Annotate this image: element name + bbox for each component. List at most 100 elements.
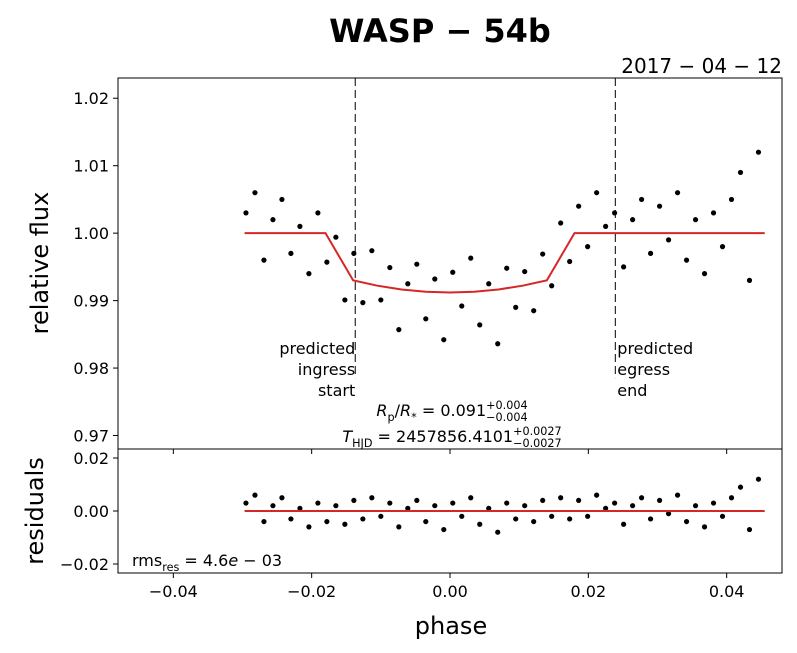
annotation-part: +0.004: [486, 399, 527, 412]
data-point: [495, 529, 501, 535]
data-point: [450, 269, 456, 275]
data-point: [594, 190, 600, 196]
y-tick-label: 1.01: [73, 157, 109, 176]
data-point: [315, 500, 321, 506]
data-point: [719, 244, 726, 250]
data-point: [342, 521, 348, 527]
data-point: [746, 526, 753, 533]
egress-label: egress: [617, 360, 670, 379]
data-point: [306, 271, 312, 277]
data-point: [243, 210, 249, 216]
data-point: [630, 217, 636, 223]
data-point: [549, 283, 555, 289]
data-point: [674, 492, 681, 498]
data-point: [549, 513, 555, 519]
y-tick-label: 1.02: [73, 89, 109, 108]
data-point: [621, 521, 627, 527]
data-point: [576, 203, 582, 209]
x-tick-label: 0.02: [571, 582, 607, 601]
chart-title: WASP − 54b: [329, 12, 551, 50]
data-point: [360, 300, 366, 306]
data-point: [558, 495, 564, 501]
data-point: [333, 503, 339, 509]
annotation: THJD = 2457856.4101+0.0027 −0.0027: [342, 425, 561, 450]
data-point: [423, 316, 429, 322]
data-point: [432, 503, 438, 509]
data-point: [728, 196, 735, 203]
data-point: [324, 259, 330, 265]
data-point: [297, 505, 303, 511]
x-tick-label: 0.00: [432, 582, 468, 601]
annotation-part: e: [228, 551, 238, 570]
data-point: [701, 524, 708, 530]
data-point: [522, 503, 528, 509]
data-point: [755, 476, 762, 482]
y-tick-label: 0.02: [73, 449, 109, 468]
data-point: [441, 337, 447, 343]
data-point: [405, 281, 411, 287]
data-point: [710, 210, 717, 216]
annotation-part: = 4.6: [179, 551, 228, 570]
data-point: [342, 297, 348, 303]
data-point: [279, 196, 285, 203]
data-point: [495, 341, 501, 347]
data-point: [279, 495, 285, 501]
data-point: [504, 500, 510, 506]
annotation-part: = 0.091: [417, 401, 486, 420]
data-point: [701, 271, 708, 277]
annotation-part: = 2457856.4101: [372, 427, 513, 446]
annotation-part: HJD: [352, 437, 372, 450]
data-point: [728, 495, 735, 501]
data-point: [468, 255, 474, 261]
data-point: [396, 327, 402, 333]
plot-frame: [117, 77, 783, 450]
data-point: [531, 308, 537, 314]
data-point: [288, 250, 294, 256]
y-tick-label: 0.98: [73, 359, 109, 378]
data-point: [665, 237, 672, 243]
data-point: [450, 500, 456, 506]
data-point: [710, 500, 717, 506]
data-point: [567, 516, 573, 522]
data-point: [531, 518, 537, 525]
data-point: [719, 513, 726, 519]
annotation-part: R: [400, 401, 411, 420]
data-point: [360, 516, 366, 522]
data-point: [243, 500, 249, 506]
data-point: [603, 505, 609, 511]
data-point: [270, 503, 276, 509]
data-point: [333, 234, 339, 240]
data-point: [638, 196, 645, 203]
data-point: [423, 518, 429, 525]
data-point: [647, 516, 654, 522]
data-point: [612, 210, 618, 216]
data-point: [612, 500, 618, 506]
data-point: [638, 495, 645, 501]
data-point: [683, 518, 690, 525]
data-point: [656, 497, 663, 504]
data-point: [692, 503, 699, 509]
data-point: [387, 264, 393, 271]
data-point: [513, 304, 519, 310]
x-axis-label: phase: [415, 612, 487, 640]
data-point: [351, 250, 357, 256]
annotation-part: /: [395, 401, 401, 420]
data-point: [396, 524, 402, 530]
data-point: [306, 524, 312, 530]
annotation-part: −0.004: [486, 411, 527, 424]
data-point: [540, 251, 546, 257]
data-point: [603, 223, 609, 229]
data-point: [522, 268, 528, 275]
egress-label: end: [617, 381, 647, 400]
y-axis-label: residuals: [21, 457, 49, 565]
y-tick-label: 0.99: [73, 292, 109, 311]
data-point: [585, 244, 591, 250]
ingress-label: predicted: [279, 339, 355, 358]
data-point: [576, 497, 582, 504]
y-tick-label: −0.02: [60, 555, 109, 574]
y-tick-label: 0.00: [73, 502, 109, 521]
data-point: [405, 505, 411, 511]
data-point: [414, 497, 420, 504]
data-point: [252, 190, 258, 196]
